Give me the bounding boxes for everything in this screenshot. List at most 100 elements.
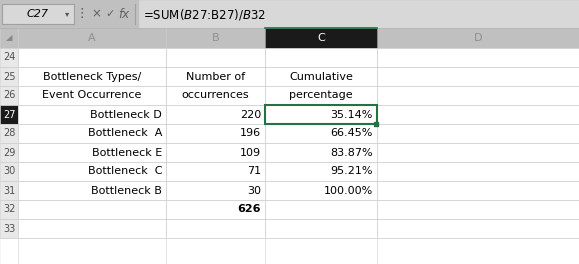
- Bar: [377, 105, 579, 124]
- Text: Bottleneck B: Bottleneck B: [91, 186, 162, 196]
- Text: 31: 31: [3, 186, 15, 196]
- Bar: [265, 67, 377, 86]
- Text: Bottleneck E: Bottleneck E: [91, 148, 162, 158]
- Text: 30: 30: [247, 186, 261, 196]
- Text: 95.21%: 95.21%: [331, 167, 373, 177]
- Text: 32: 32: [3, 205, 15, 214]
- Bar: [265, 219, 377, 238]
- Text: occurrences: occurrences: [182, 91, 250, 101]
- Bar: [18, 143, 166, 162]
- Bar: [166, 162, 265, 181]
- Text: percentage: percentage: [289, 91, 353, 101]
- Bar: [265, 124, 377, 143]
- Text: C: C: [317, 33, 325, 43]
- Bar: [0, 105, 18, 124]
- Bar: [265, 181, 377, 200]
- Text: 109: 109: [240, 148, 261, 158]
- Text: fx: fx: [119, 7, 130, 21]
- Text: B: B: [212, 33, 219, 43]
- Bar: [139, 0, 579, 28]
- Text: 24: 24: [3, 53, 15, 63]
- Bar: [18, 200, 166, 219]
- Text: Bottleneck D: Bottleneck D: [90, 110, 162, 120]
- Bar: [377, 181, 579, 200]
- Bar: [265, 86, 377, 105]
- Bar: [18, 162, 166, 181]
- Bar: [18, 67, 166, 86]
- Text: Cumulative: Cumulative: [289, 72, 353, 82]
- Text: 25: 25: [3, 72, 15, 82]
- Bar: [265, 162, 377, 181]
- Text: 28: 28: [3, 129, 15, 139]
- Bar: [166, 105, 265, 124]
- Text: 220: 220: [240, 110, 261, 120]
- Bar: [377, 162, 579, 181]
- Bar: [0, 86, 18, 105]
- Bar: [166, 124, 265, 143]
- Bar: [0, 181, 18, 200]
- Text: ◢: ◢: [6, 34, 12, 43]
- Text: 27: 27: [3, 110, 15, 120]
- Bar: [377, 200, 579, 219]
- Bar: [0, 124, 18, 143]
- Bar: [166, 67, 265, 86]
- Bar: [0, 28, 579, 264]
- Bar: [18, 86, 166, 105]
- Bar: [0, 0, 579, 28]
- Text: 30: 30: [3, 167, 15, 177]
- Bar: [0, 67, 18, 86]
- Bar: [377, 67, 579, 86]
- Bar: [265, 105, 377, 124]
- Text: 35.14%: 35.14%: [331, 110, 373, 120]
- Text: D: D: [474, 33, 482, 43]
- Text: 83.87%: 83.87%: [331, 148, 373, 158]
- Bar: [265, 48, 377, 67]
- Bar: [2, 4, 74, 24]
- Bar: [166, 200, 265, 219]
- Bar: [166, 181, 265, 200]
- Text: C27: C27: [27, 9, 49, 19]
- Bar: [18, 124, 166, 143]
- Bar: [377, 48, 579, 67]
- Bar: [377, 219, 579, 238]
- Bar: [0, 200, 18, 219]
- Text: 33: 33: [3, 224, 15, 233]
- Bar: [166, 48, 265, 67]
- Text: 196: 196: [240, 129, 261, 139]
- Bar: [0, 162, 18, 181]
- Bar: [166, 219, 265, 238]
- Text: =SUM($B$27:B27)/$B$32: =SUM($B$27:B27)/$B$32: [143, 7, 266, 21]
- Bar: [377, 143, 579, 162]
- Bar: [0, 219, 18, 238]
- Text: A: A: [88, 33, 96, 43]
- Text: 626: 626: [237, 205, 261, 214]
- Bar: [166, 143, 265, 162]
- Bar: [18, 105, 166, 124]
- Text: 71: 71: [247, 167, 261, 177]
- Bar: [0, 28, 579, 48]
- Text: Bottleneck  C: Bottleneck C: [87, 167, 162, 177]
- Bar: [265, 28, 377, 48]
- Text: 100.00%: 100.00%: [324, 186, 373, 196]
- Bar: [166, 86, 265, 105]
- Text: Bottleneck Types/: Bottleneck Types/: [43, 72, 141, 82]
- Text: 66.45%: 66.45%: [331, 129, 373, 139]
- Text: Bottleneck  A: Bottleneck A: [87, 129, 162, 139]
- Bar: [377, 124, 579, 143]
- Bar: [265, 200, 377, 219]
- Bar: [377, 86, 579, 105]
- Bar: [0, 143, 18, 162]
- Bar: [18, 219, 166, 238]
- Text: Event Occurrence: Event Occurrence: [42, 91, 142, 101]
- Bar: [265, 143, 377, 162]
- Text: ✓: ✓: [105, 9, 115, 19]
- Text: ×: ×: [91, 7, 101, 21]
- Bar: [18, 181, 166, 200]
- Text: ▾: ▾: [65, 10, 69, 18]
- Bar: [18, 48, 166, 67]
- Text: 26: 26: [3, 91, 15, 101]
- Text: ⋮: ⋮: [76, 7, 88, 21]
- Text: 29: 29: [3, 148, 15, 158]
- Text: Number of: Number of: [186, 72, 245, 82]
- Bar: [0, 48, 18, 67]
